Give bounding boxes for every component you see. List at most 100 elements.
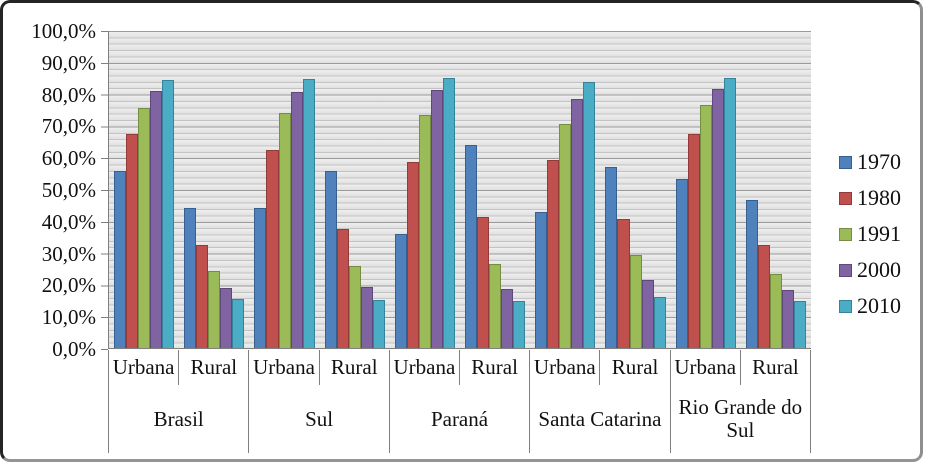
category-label-rural: Rural: [459, 350, 529, 385]
bar-1991-paraná-urbana: [418, 115, 431, 348]
y-axis-label: 40,0%: [41, 209, 96, 234]
bar-1991-santa-catarina-urbana: [559, 124, 572, 348]
legend-swatch-icon: [839, 299, 852, 313]
region-label-sul: Sul: [248, 385, 388, 453]
bar-group-paraná-rural: [460, 31, 530, 348]
bar-2000-paraná-urbana: [430, 89, 443, 348]
legend-swatch-icon: [839, 191, 852, 205]
bar-group-sul-rural: [320, 31, 390, 348]
bar-1980-santa-catarina-rural: [617, 219, 630, 348]
bar-2010-paraná-rural: [513, 301, 526, 348]
legend-swatch-icon: [839, 155, 852, 169]
bar-1980-santa-catarina-urbana: [547, 159, 560, 348]
bar-1970-santa-catarina-urbana: [535, 212, 548, 348]
plot-area: [108, 31, 811, 349]
legend: 1970 1980 1991 2000 2010: [839, 144, 901, 324]
bar-1980-rio-grande-do-sul-rural: [757, 244, 770, 348]
bar-1980-brasil-urbana: [126, 133, 139, 348]
category-label-urbana: Urbana: [388, 350, 459, 385]
legend-item-2010: 2010: [839, 288, 901, 324]
bar-1970-paraná-urbana: [394, 233, 407, 348]
bar-1991-rio-grande-do-sul-rural: [769, 273, 782, 348]
bar-1970-santa-catarina-rural: [605, 167, 618, 348]
y-axis-label: 0,0%: [52, 337, 96, 361]
bar-2000-rio-grande-do-sul-urbana: [711, 89, 724, 348]
legend-label: 1980: [857, 185, 901, 210]
legend-item-1970: 1970: [839, 144, 901, 180]
legend-item-2000: 2000: [839, 252, 901, 288]
y-axis-label: 70,0%: [41, 114, 96, 139]
bar-1991-paraná-rural: [489, 263, 502, 348]
y-axis-label: 60,0%: [41, 146, 96, 171]
legend-label: 1991: [857, 221, 901, 246]
y-axis-tick-labels: 100,0% 90,0% 80,0% 70,0% 60,0% 50,0% 40,0% 30,0…: [7, 20, 99, 360]
bar-2000-sul-urbana: [290, 91, 303, 348]
y-axis-label: 80,0%: [41, 82, 96, 107]
bar-2000-santa-catarina-rural: [641, 280, 654, 348]
bar-1980-paraná-urbana: [406, 162, 419, 348]
bar-2010-brasil-rural: [232, 298, 245, 348]
bar-group-paraná-urbana: [390, 31, 460, 348]
bar-2010-santa-catarina-rural: [653, 297, 666, 348]
category-label-rural: Rural: [739, 350, 812, 385]
category-label-rural: Rural: [178, 350, 248, 385]
y-axis-label: 50,0%: [41, 178, 96, 202]
category-label-rural: Rural: [599, 350, 669, 385]
y-axis-label: 10,0%: [41, 305, 96, 330]
bar-2000-santa-catarina-urbana: [571, 98, 584, 348]
bar-1980-brasil-rural: [196, 245, 209, 348]
bar-group-santa-catarina-urbana: [530, 31, 600, 348]
bar-2010-sul-rural: [372, 300, 385, 348]
x-axis-region-row: Brasil Sul Paraná Santa Catarina Rio Grande …: [108, 385, 812, 453]
legend-item-1991: 1991: [839, 216, 901, 252]
legend-swatch-icon: [839, 263, 852, 277]
bar-2000-rio-grande-do-sul-rural: [781, 289, 795, 348]
legend-label: 2010: [857, 293, 901, 318]
legend-swatch-icon: [839, 227, 852, 241]
bar-2000-brasil-rural: [220, 288, 233, 348]
bar-2000-paraná-rural: [501, 289, 514, 348]
region-label-paraná: Paraná: [388, 385, 529, 453]
category-label-urbana: Urbana: [108, 350, 178, 385]
bar-1970-rio-grande-do-sul-urbana: [675, 179, 688, 348]
bar-group-santa-catarina-rural: [600, 31, 670, 348]
bar-2010-brasil-urbana: [162, 80, 175, 348]
bar-1991-sul-rural: [348, 265, 361, 348]
bar-group-brasil-urbana: [109, 31, 179, 348]
bar-group-rio-grande-do-sul-urbana: [671, 31, 741, 348]
bar-1980-sul-urbana: [266, 150, 279, 348]
bar-1980-rio-grande-do-sul-urbana: [687, 134, 700, 348]
bar-1991-brasil-rural: [208, 270, 221, 348]
bar-1970-paraná-rural: [465, 145, 478, 348]
bar-1980-paraná-rural: [477, 216, 490, 348]
bar-1991-brasil-urbana: [138, 108, 151, 348]
bar-2010-rio-grande-do-sul-rural: [794, 300, 807, 348]
bar-2010-santa-catarina-urbana: [583, 81, 596, 348]
x-axis-category-row: Urbana Rural Urbana Rural Urbana Rural Urbana R…: [108, 350, 812, 385]
bar-1980-sul-rural: [336, 228, 349, 348]
bar-1970-rio-grande-do-sul-rural: [745, 199, 758, 348]
region-label-rio-grande-do-sul: Rio Grande do Sul: [669, 385, 812, 453]
y-axis-tick-marks: [101, 31, 108, 350]
category-label-urbana: Urbana: [669, 350, 740, 385]
legend-label: 1970: [857, 149, 901, 174]
bar-2000-brasil-urbana: [150, 90, 163, 348]
category-label-rural: Rural: [318, 350, 389, 385]
bar-1970-brasil-urbana: [114, 170, 127, 348]
bar-group-rio-grande-do-sul-rural: [741, 31, 811, 348]
y-axis-label: 30,0%: [41, 241, 96, 266]
bar-2010-paraná-urbana: [443, 77, 456, 348]
bar-2000-sul-rural: [360, 287, 373, 348]
legend-item-1980: 1980: [839, 180, 901, 216]
bar-2010-rio-grande-do-sul-urbana: [723, 78, 736, 348]
category-label-urbana: Urbana: [248, 350, 318, 385]
bar-1970-brasil-rural: [184, 208, 197, 348]
region-label-brasil: Brasil: [108, 385, 248, 453]
region-label-santa-catarina: Santa Catarina: [529, 385, 669, 453]
bar-group-sul-urbana: [249, 31, 319, 348]
bar-1970-sul-urbana: [254, 207, 267, 348]
category-label-urbana: Urbana: [529, 350, 599, 385]
y-axis-label: 20,0%: [41, 273, 96, 298]
y-axis-label: 100,0%: [31, 19, 96, 43]
